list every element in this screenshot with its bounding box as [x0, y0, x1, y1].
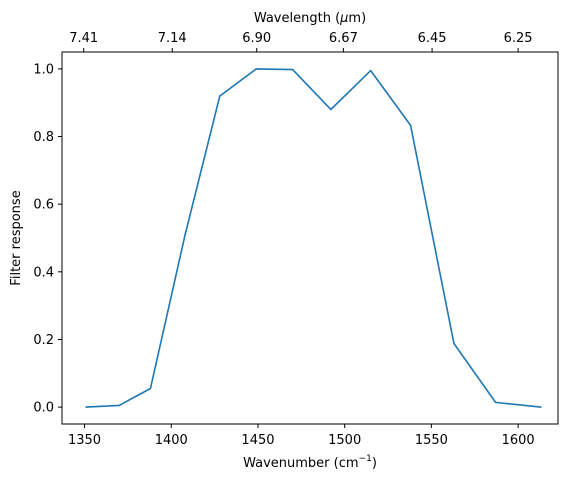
data-point: [453, 342, 455, 345]
data-point: [255, 68, 258, 70]
y-tick-label: 0.6: [33, 198, 54, 213]
data-point: [409, 124, 412, 127]
top-x-axis-label-close: m): [348, 11, 366, 26]
top-x-tick-label: 6.67: [329, 31, 358, 46]
x-tick-label: 1600: [502, 433, 535, 448]
data-point: [369, 69, 372, 72]
top-x-tick-label: 6.45: [418, 31, 447, 46]
top-x-axis-label-mu: μ: [339, 11, 348, 26]
data-point: [149, 387, 152, 390]
y-tick-label: 0.0: [33, 401, 54, 416]
bottom-x-axis: 1350 1400 1450 1500 1550 1600: [68, 424, 535, 448]
top-x-tick-label: 6.25: [504, 31, 533, 46]
data-point: [118, 404, 121, 407]
axes-frame: [61, 51, 559, 425]
y-tick-label: 0.2: [33, 333, 54, 348]
data-point: [539, 406, 542, 408]
x-tick-label: 1450: [241, 433, 274, 448]
x-tick-label: 1500: [328, 433, 361, 448]
x-axis-label-superscript: −1: [359, 454, 372, 464]
top-x-tick-label: 7.41: [69, 31, 98, 46]
top-x-axis-label-text: Wavelength (: [254, 11, 340, 26]
data-point: [219, 95, 221, 97]
y-tick-label: 1.0: [33, 62, 54, 77]
y-tick-label: 0.4: [33, 265, 54, 280]
left-y-axis: 0.0 0.2 0.4 0.6 0.8 1.0: [33, 62, 62, 416]
data-point: [85, 406, 88, 408]
x-tick-label: 1400: [155, 433, 188, 448]
series-layer: [85, 68, 542, 408]
x-axis-label-text: Wavenumber (cm: [243, 456, 358, 471]
top-x-axis: 7.41 7.14 6.90 6.67 6.45 6.25: [69, 31, 533, 52]
data-point: [291, 68, 294, 71]
y-axis-label: Filter response: [9, 190, 24, 285]
x-tick-label: 1350: [68, 433, 101, 448]
top-x-tick-label: 7.14: [158, 31, 187, 46]
data-point: [184, 233, 186, 236]
plot-area: [62, 52, 558, 424]
data-point: [330, 108, 332, 111]
data-point: [494, 401, 497, 404]
x-axis-label: Wavenumber (cm−1): [243, 454, 377, 471]
top-x-axis-label: Wavelength (μm): [254, 11, 366, 26]
top-x-tick-label: 6.90: [242, 31, 271, 46]
x-axis-label-close: ): [372, 456, 377, 471]
x-tick-label: 1550: [415, 433, 448, 448]
y-tick-label: 0.8: [33, 130, 54, 145]
